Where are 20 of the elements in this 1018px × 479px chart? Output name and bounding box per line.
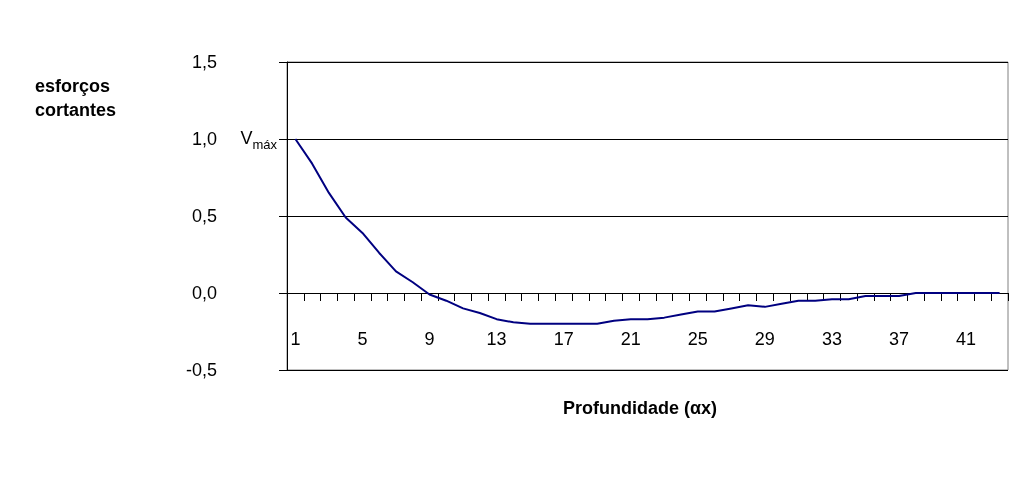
y-axis-title: esforços cortantes bbox=[35, 76, 117, 120]
x-tick-label: 13 bbox=[486, 329, 507, 349]
x-tick-label: 29 bbox=[754, 329, 775, 349]
line-series bbox=[294, 138, 1001, 325]
x-tick-label: 41 bbox=[956, 329, 977, 349]
x-tick-label: 33 bbox=[821, 329, 842, 349]
x-tick-label: 17 bbox=[553, 329, 574, 349]
annotation: V$_{máx}$ bbox=[240, 127, 277, 154]
x-tick-label: 9 bbox=[424, 329, 435, 349]
x-axis-title: Profundidade (αx) bbox=[562, 398, 718, 418]
y-tick-label: -0,5 bbox=[185, 360, 217, 380]
y-tick-label: 0,5 bbox=[191, 206, 217, 226]
y-tick-label: 1,5 bbox=[191, 52, 217, 72]
y-tick-label: 0,0 bbox=[191, 283, 217, 303]
x-tick-label: 1 bbox=[290, 329, 301, 349]
x-tick-label: 25 bbox=[687, 329, 708, 349]
x-tick-label: 37 bbox=[889, 329, 910, 349]
x-tick-label: 21 bbox=[620, 329, 641, 349]
y-tick-label: 1,0 bbox=[191, 129, 217, 149]
x-tick-label: 5 bbox=[357, 329, 368, 349]
